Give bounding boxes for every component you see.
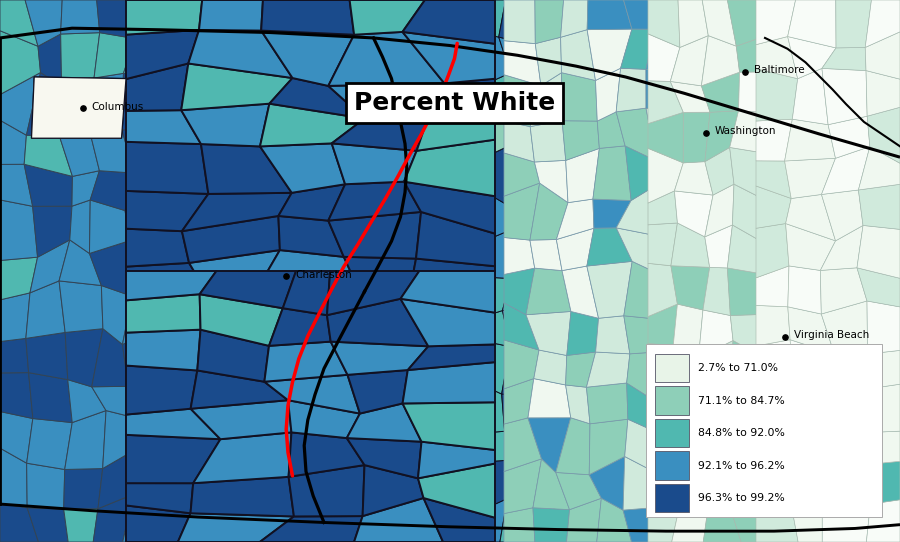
Text: Washington: Washington [715, 126, 776, 136]
Bar [646, 344, 882, 517]
Text: 71.1% to 84.7%: 71.1% to 84.7% [698, 396, 785, 405]
Text: 84.8% to 92.0%: 84.8% to 92.0% [698, 428, 786, 438]
Text: Virginia Beach: Virginia Beach [794, 331, 869, 340]
Text: 92.1% to 96.2%: 92.1% to 96.2% [698, 461, 785, 470]
Bar [655, 451, 689, 480]
Text: Baltimore: Baltimore [754, 65, 805, 75]
Bar [655, 354, 689, 382]
Text: Percent White: Percent White [354, 91, 555, 115]
Text: 2.7% to 71.0%: 2.7% to 71.0% [698, 363, 778, 373]
Bar [655, 484, 689, 512]
Bar [655, 419, 689, 447]
Text: 96.3% to 99.2%: 96.3% to 99.2% [698, 493, 785, 503]
Polygon shape [32, 77, 126, 138]
Text: Columbus: Columbus [92, 102, 144, 112]
Polygon shape [32, 77, 126, 138]
Bar [655, 386, 689, 415]
Text: Charleston: Charleston [295, 270, 352, 280]
